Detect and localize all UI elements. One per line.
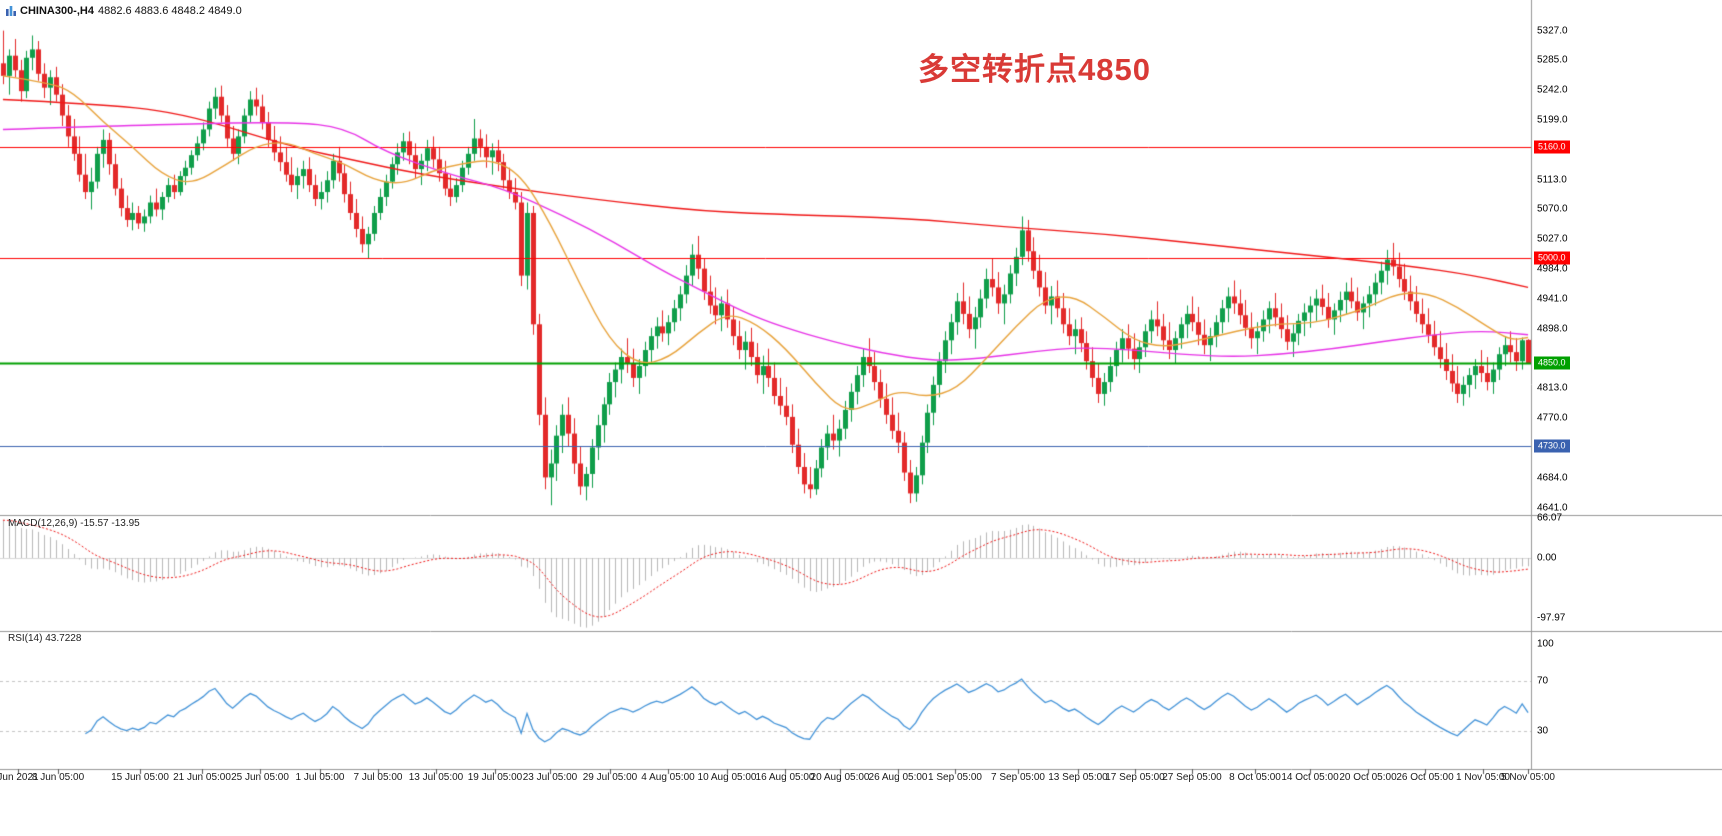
- price-tick-label: 5113.0: [1537, 174, 1567, 186]
- time-tick-label: 13 Sep 05:00: [1048, 772, 1108, 783]
- time-tick-label: 25 Jun 05:00: [231, 772, 289, 783]
- price-tick-label: 5285.0: [1537, 54, 1568, 66]
- price-tick-label: 4898.0: [1537, 323, 1568, 335]
- time-tick-label: 1 Jul 05:00: [295, 772, 345, 783]
- time-tick-label: 29 Jul 05:00: [582, 772, 638, 783]
- time-tick-label: Jun 2021: [0, 772, 39, 783]
- time-tick-label: 17 Sep 05:00: [1105, 772, 1165, 783]
- rsi-tick-label: 30: [1537, 725, 1549, 737]
- macd-indicator-label: MACD(12,26,9) -15.57 -13.95: [8, 518, 140, 529]
- price-tick-label: 5327.0: [1537, 25, 1568, 37]
- rsi-indicator-label: RSI(14) 43.7228: [8, 633, 82, 644]
- time-tick-label: 21 Jun 05:00: [173, 772, 231, 783]
- time-tick-label: 19 Jul 05:00: [467, 772, 523, 783]
- price-line-badge: 5160.0: [1534, 140, 1570, 154]
- time-tick-label: 20 Oct 05:00: [1339, 772, 1397, 783]
- price-tick-label: 4941.0: [1537, 293, 1568, 305]
- macd-tick-label: 0.00: [1537, 552, 1557, 564]
- price-tick-label: 5070.0: [1537, 203, 1568, 215]
- time-tick-label: 10 Aug 05:00: [697, 772, 757, 783]
- time-tick-label: 8 Jun 05:00: [31, 772, 85, 783]
- rsi-tick-label: 100: [1537, 638, 1554, 650]
- time-tick-label: 26 Oct 05:00: [1396, 772, 1454, 783]
- price-line-badge: 4850.0: [1534, 356, 1570, 370]
- time-tick-label: 4 Aug 05:00: [641, 772, 695, 783]
- chart-symbol-icon: [6, 6, 16, 16]
- symbol-ohlc-values: 4882.6 4883.6 4848.2 4849.0: [97, 5, 242, 17]
- price-line-badge: 4730.0: [1534, 439, 1570, 453]
- time-tick-label: 26 Aug 05:00: [868, 772, 928, 783]
- symbol-title: CHINA300-,H4: [20, 5, 94, 17]
- price-tick-label: 4684.0: [1537, 472, 1568, 484]
- time-tick-label: 14 Oct 05:00: [1281, 772, 1339, 783]
- time-tick-label: 15 Jun 05:00: [111, 772, 169, 783]
- price-tick-label: 4770.0: [1537, 412, 1568, 424]
- time-tick-label: 8 Oct 05:00: [1229, 772, 1281, 783]
- macd-tick-label: 66.07: [1537, 512, 1563, 524]
- price-tick-label: 4813.0: [1537, 382, 1568, 394]
- time-tick-label: 23 Jul 05:00: [522, 772, 578, 783]
- time-tick-label: 7 Jul 05:00: [353, 772, 403, 783]
- time-tick-label: 1 Nov 05:00: [1456, 772, 1510, 783]
- time-tick-label: 5 Nov 05:00: [1501, 772, 1555, 783]
- time-tick-label: 13 Jul 05:00: [408, 772, 464, 783]
- price-line-badge: 5000.0: [1534, 251, 1570, 265]
- rsi-tick-label: 70: [1537, 675, 1549, 687]
- price-tick-label: 5242.0: [1537, 84, 1568, 96]
- time-tick-label: 20 Aug 05:00: [810, 772, 870, 783]
- time-tick-label: 1 Sep 05:00: [928, 772, 982, 783]
- time-tick-label: 7 Sep 05:00: [991, 772, 1045, 783]
- macd-tick-label: -97.97: [1537, 612, 1566, 624]
- time-tick-label: 27 Sep 05:00: [1162, 772, 1222, 783]
- annotation-text[interactable]: 多空转折点4850: [918, 52, 1151, 87]
- price-tick-label: 5027.0: [1537, 233, 1568, 245]
- price-tick-label: 4641.0: [1537, 502, 1568, 514]
- price-tick-label: 4984.0: [1537, 263, 1568, 275]
- time-tick-label: 16 Aug 05:00: [755, 772, 815, 783]
- symbol-header: CHINA300-,H4 4882.6 4883.6 4848.2 4849.0: [6, 5, 242, 17]
- price-tick-label: 5199.0: [1537, 114, 1568, 126]
